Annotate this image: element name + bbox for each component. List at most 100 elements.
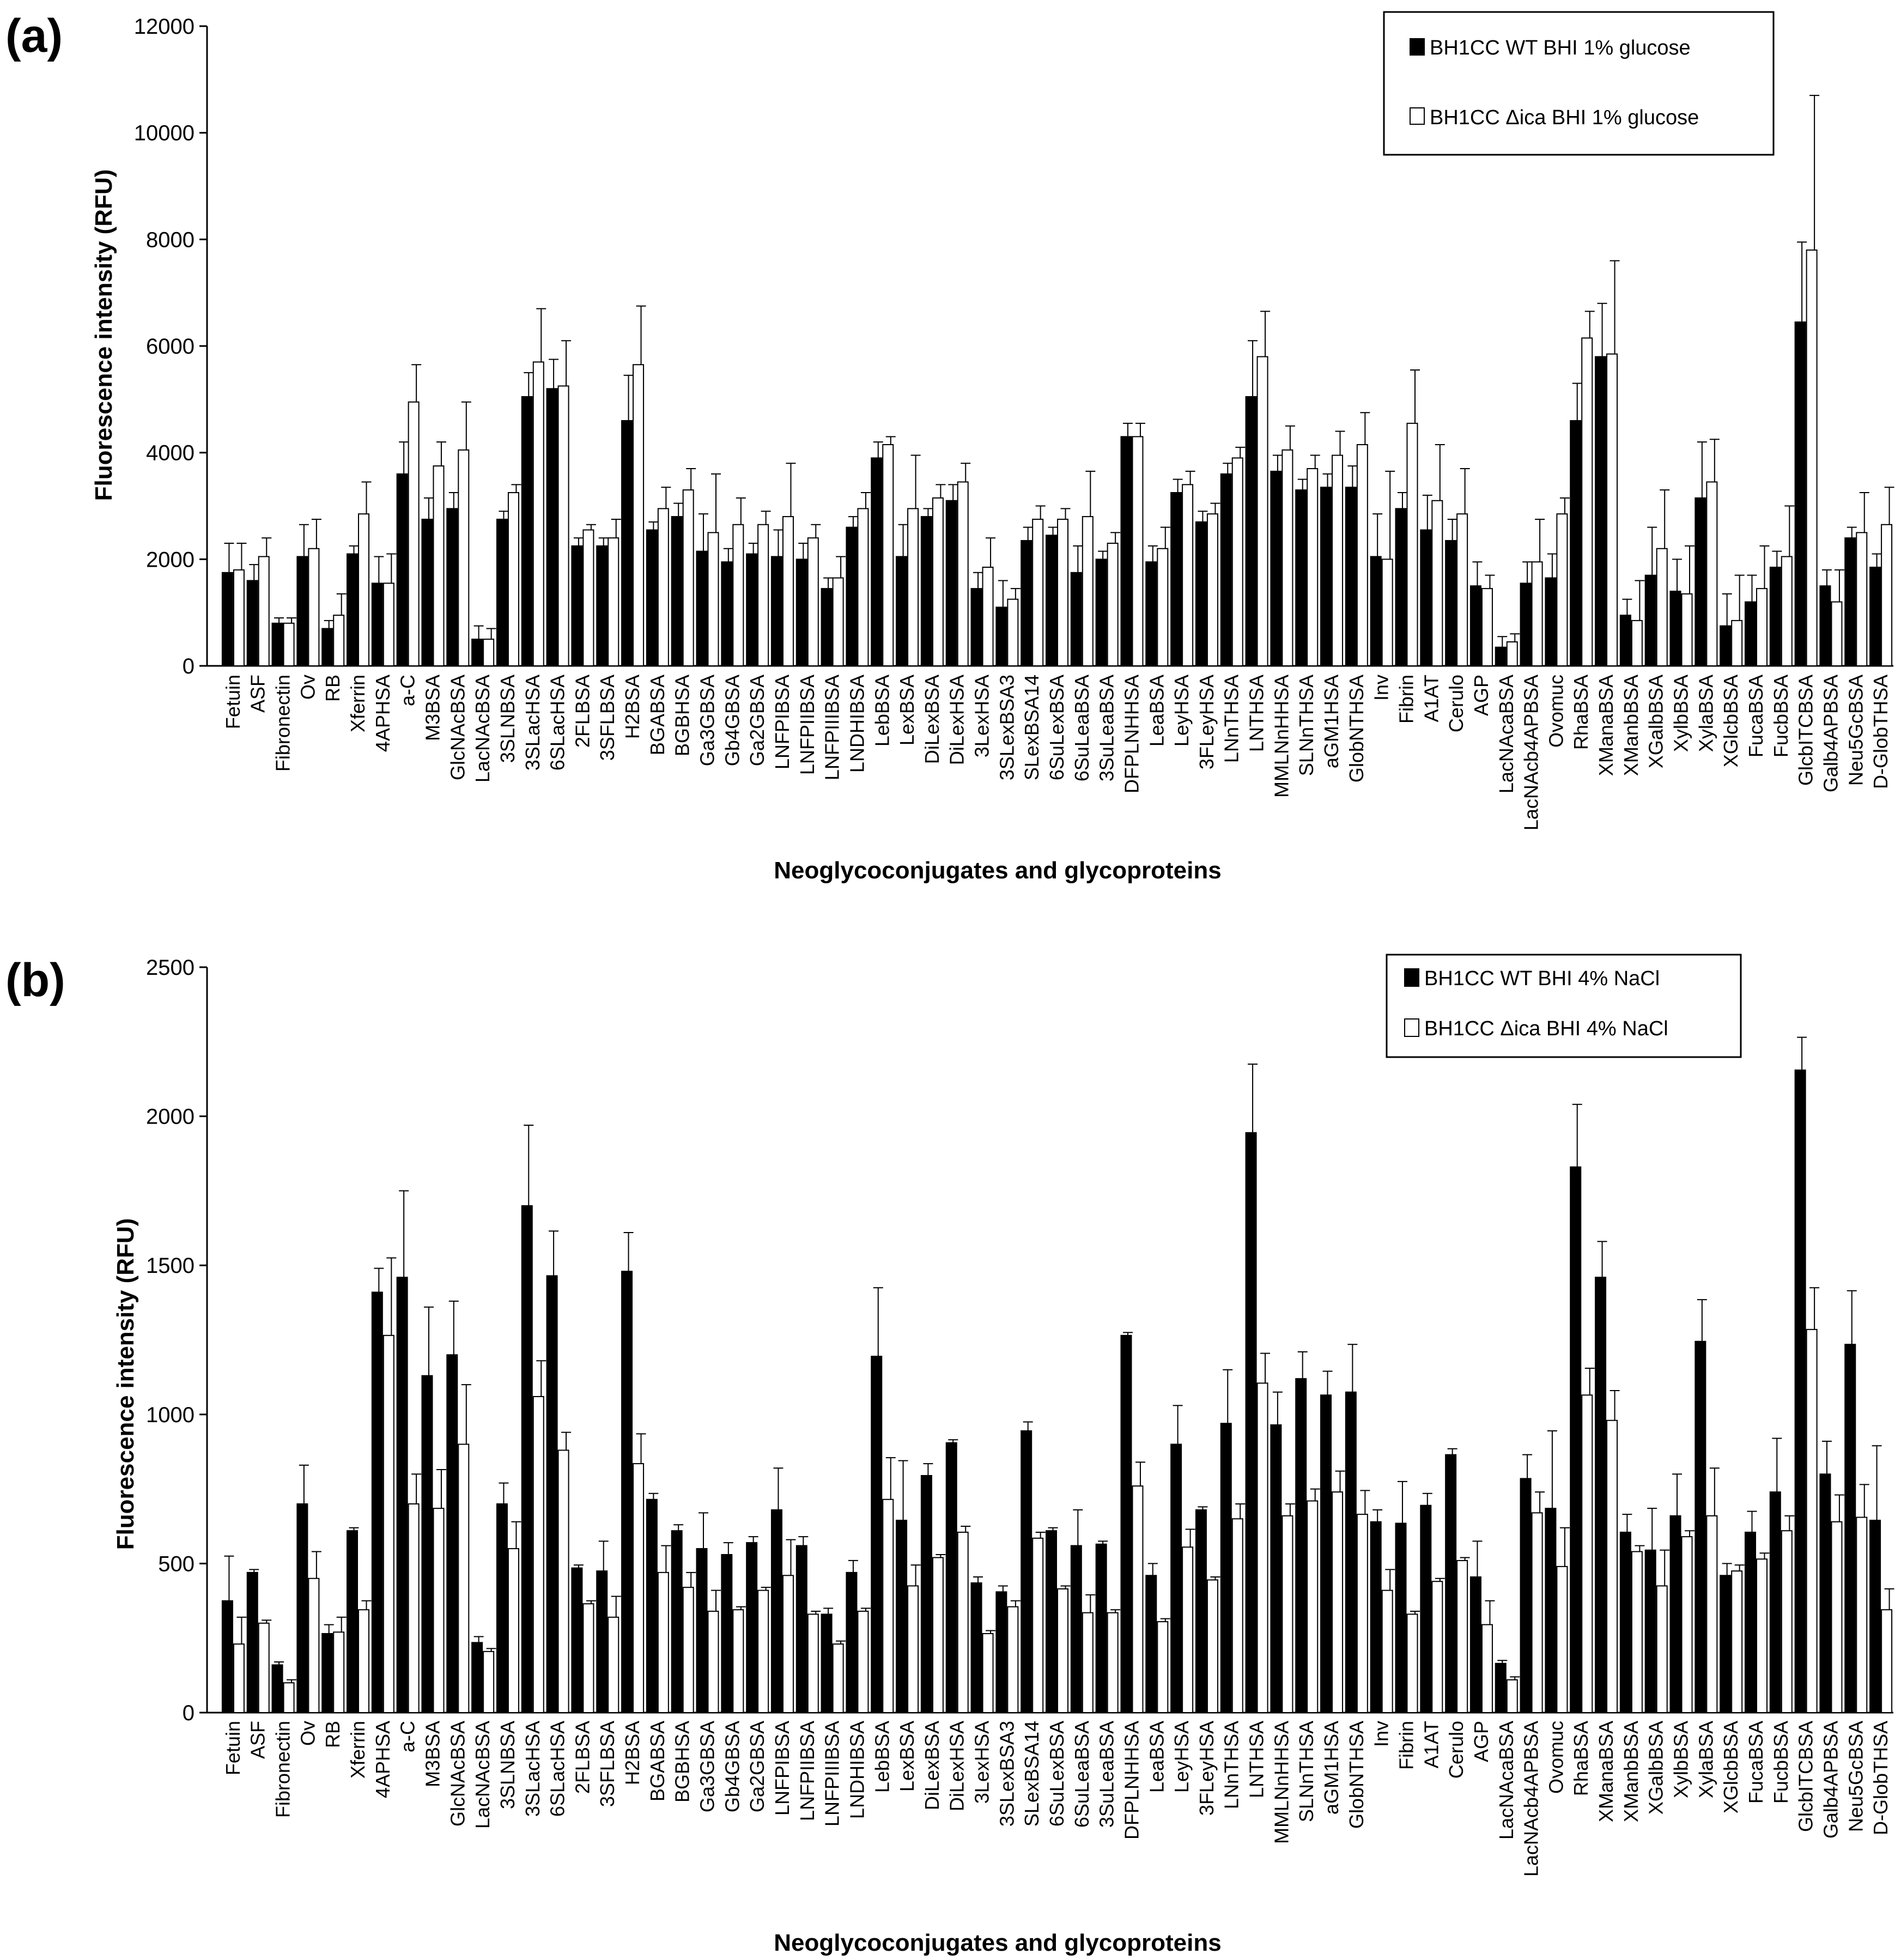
bar-ica-a [308,548,320,666]
bar-wt-b [321,1633,333,1713]
bar-wt-b [1195,1509,1207,1714]
category-label-b: DiLexBSA [921,1721,943,1810]
bar-wt-b [696,1548,708,1714]
category-label-b: LeyHSA [1170,1721,1193,1793]
bar-wt-a [795,559,807,667]
bar-wt-b [471,1642,483,1713]
category-label-a: XylaBSA [1694,675,1717,752]
category-label-a: BGABSA [646,675,669,755]
bar-ica-a [458,449,470,667]
category-label-a: GlcbITCBSA [1795,675,1817,786]
bar-wt-a [995,606,1007,666]
bar-wt-b [821,1613,833,1714]
bar-ica-b [1256,1382,1268,1713]
category-label-b: 4APHSA [372,1721,394,1798]
bar-wt-b [1170,1443,1182,1714]
bar-ica-b [258,1622,270,1714]
category-label-b: FucbBSA [1770,1721,1792,1804]
category-label-a: 2FLBSA [571,675,593,748]
bar-wt-a [1720,625,1732,666]
bar-ica-a [732,524,744,666]
category-label-a: Ga2GBSA [746,675,768,766]
category-label-b: a-C [397,1721,419,1752]
bar-wt-a [1619,615,1631,667]
category-label-b: D-GlobTHSA [1869,1721,1892,1835]
category-label-b: aGM1HSA [1320,1721,1343,1815]
bar-wt-b [1370,1521,1382,1713]
bar-wt-a [1545,577,1557,666]
bar-wt-b [671,1530,683,1713]
plot-area-b: 0 500 1000 1500 2000 2500 Fetuin ASF Fibronectin… [146,956,1894,1877]
bar-ica-b [1281,1515,1293,1713]
bar-wt-a [221,572,233,666]
category-label-b: LNTHSA [1246,1721,1268,1798]
category-label-a: Galb4APBSA [1819,675,1842,792]
bar-ica-b [1206,1579,1218,1714]
bar-ica-b [582,1603,594,1713]
bar-ica-b [882,1498,894,1713]
bar-ica-a [233,569,245,667]
bar-ica-a [1256,356,1268,666]
category-label-a: XylbBSA [1670,675,1692,752]
category-label-b: BGABSA [646,1721,669,1801]
bar-ica-a [1356,444,1368,666]
category-label-a: 6SLacHSA [546,675,569,770]
bar-ica-b [1556,1565,1568,1714]
bar-wt-a [271,622,283,666]
bar-ica-a [1656,548,1668,666]
bar-ica-b [1132,1485,1144,1713]
category-label-a: 3SuLeaBSA [1096,675,1118,781]
bar-ica-b [1082,1612,1094,1713]
bar-ica-b [1157,1621,1169,1713]
category-label-a: BGBHSA [671,675,694,756]
bar-ica-b [308,1577,320,1714]
bar-ica-b [1781,1530,1793,1713]
bar-wt-a [1345,487,1357,667]
y-tick-label-a: 12000 [134,15,195,39]
category-label-b: LNFPIIBSA [796,1721,818,1821]
bar-ica-a [657,508,669,666]
bar-ica-b [782,1575,794,1714]
category-label-b: 3FLeyHSA [1195,1721,1218,1816]
bar-wt-a [821,588,833,667]
category-label-b: XylbBSA [1670,1721,1692,1798]
bar-wt-a [1420,529,1432,667]
category-label-a: Ovomuc [1545,675,1567,748]
bar-wt-b [1669,1515,1681,1713]
bar-wt-b [1595,1277,1607,1713]
bar-wt-b [795,1545,807,1714]
category-label-a: LeyHSA [1170,675,1193,747]
bar-wt-b [1694,1340,1706,1714]
category-label-a: aGM1HSA [1320,675,1343,768]
bar-ica-a [982,567,994,666]
bar-wt-b [945,1442,957,1713]
bar-ica-a [807,537,819,667]
bar-ica-b [1481,1624,1493,1713]
category-label-a: RhaBSA [1570,675,1592,750]
bar-ica-b [1881,1609,1893,1714]
category-label-b: FucaBSA [1745,1721,1767,1804]
bar-ica-a [1132,436,1144,666]
bar-wt-a [1170,492,1182,667]
legend-label-ica-b: BH1CC Δica BHI 4% NaCl [1424,1017,1668,1040]
bar-ica-a [1606,353,1618,666]
bar-ica-b [233,1643,245,1714]
bar-ica-b [732,1609,744,1714]
bar-ica-a [1281,449,1293,667]
category-label-a: DiLexHSA [946,675,968,765]
bar-ica-b [1731,1570,1743,1714]
bar-wt-b [1295,1378,1307,1713]
bar-wt-b [1769,1491,1781,1714]
bar-wt-a [521,396,533,666]
bar-wt-a [646,529,658,667]
bar-wt-a [746,553,758,666]
bar-wt-a [945,500,957,666]
bar-ica-a [1481,588,1493,667]
bar-ica-b [382,1334,394,1713]
category-label-b: 3SuLeaBSA [1096,1721,1118,1828]
bar-ica-a [1082,516,1094,666]
y-tick-label-b: 1000 [146,1403,195,1427]
bar-ica-b [507,1548,519,1714]
legend-box-b [1386,954,1742,1058]
bar-ica-a [1806,249,1818,666]
